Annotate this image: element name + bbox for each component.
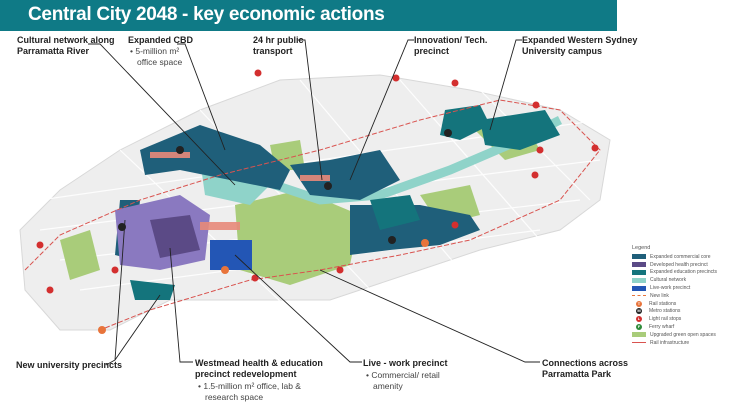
legend-swatch bbox=[632, 332, 646, 338]
callout-parramatta-park: Connections across Parramatta Park bbox=[542, 358, 628, 380]
callout-title: Innovation/ Tech. bbox=[414, 35, 488, 45]
callout-title: New university precincts bbox=[16, 360, 123, 370]
callout-title: Westmead health & education bbox=[195, 358, 323, 368]
legend-swatch bbox=[632, 254, 646, 260]
legend-item: T Rail stations bbox=[632, 300, 752, 308]
legend-label: Cultural network bbox=[650, 277, 687, 284]
legend-label: Expanded education precincts bbox=[650, 269, 717, 276]
legend-swatch bbox=[632, 277, 646, 283]
legend-label: Light rail stops bbox=[649, 316, 682, 323]
callout-westmead-detail: • 1.5-million m² office, lab & research … bbox=[198, 381, 301, 402]
legend-label: Ferry wharf bbox=[649, 324, 675, 331]
callout-bullet: research space bbox=[205, 391, 264, 402]
callout-title: University campus bbox=[522, 46, 603, 56]
legend-item: Expanded commercial core bbox=[632, 253, 752, 261]
station-icon: M bbox=[636, 308, 642, 315]
callout-title: 24 hr public bbox=[253, 35, 304, 45]
legend-label: Expanded commercial core bbox=[650, 253, 711, 260]
legend-label: New link bbox=[650, 292, 669, 299]
legend-swatch bbox=[632, 285, 646, 291]
legend-item: M Metro stations bbox=[632, 308, 752, 316]
legend-swatch bbox=[632, 269, 646, 275]
title-bar: Central City 2048 - key economic actions bbox=[0, 0, 617, 31]
station-markers bbox=[36, 69, 599, 334]
callout-live-work: Live - work precinct bbox=[363, 358, 448, 369]
legend-item: Rail infrastructure bbox=[632, 339, 752, 347]
legend-item: Live-work precinct bbox=[632, 284, 752, 292]
callout-new-university: New university precincts bbox=[16, 360, 122, 371]
legend-label: Upgraded green open spaces bbox=[650, 331, 716, 338]
education-precincts bbox=[130, 105, 560, 300]
new-link-line bbox=[632, 295, 646, 297]
legend-label: Rail infrastructure bbox=[650, 339, 690, 346]
legend-item: F Ferry wharf bbox=[632, 323, 752, 331]
callout-bullet: • Commercial/ retail bbox=[366, 370, 440, 380]
callout-title: Live - work precinct bbox=[363, 358, 448, 368]
legend-label: Live-work precinct bbox=[650, 285, 691, 292]
callout-title: Expanded CBD bbox=[128, 35, 194, 45]
callout-title: transport bbox=[253, 46, 293, 56]
callout-title: Cultural network along bbox=[17, 35, 115, 45]
callout-cultural-network: Cultural network along Parramatta River bbox=[17, 35, 115, 57]
legend-item: New link bbox=[632, 292, 752, 300]
callout-bullet: • 1.5-million m² office, lab & bbox=[198, 381, 301, 391]
callout-title: Parramatta River bbox=[17, 46, 90, 56]
legend-item: Developed health precinct bbox=[632, 261, 752, 269]
callout-bullet: office space bbox=[137, 56, 183, 67]
callout-cbd-detail: • 5-million m² office space bbox=[130, 46, 182, 67]
live-work-precinct bbox=[210, 240, 252, 270]
legend-swatch bbox=[632, 262, 646, 268]
legend-item: L Light rail stops bbox=[632, 315, 752, 323]
callout-wsu-campus: Expanded Western Sydney University campu… bbox=[522, 35, 637, 57]
callout-title: precinct redevelopment bbox=[195, 369, 297, 379]
legend-title: Legend bbox=[632, 245, 651, 251]
legend-item: Expanded education precincts bbox=[632, 269, 752, 277]
legend-label: Metro stations bbox=[649, 308, 681, 315]
callout-lines bbox=[88, 39, 540, 366]
station-icon: L bbox=[636, 316, 642, 323]
callout-title: Connections across bbox=[542, 358, 629, 368]
callout-bullet: • 5-million m² bbox=[130, 46, 180, 56]
callout-westmead: Westmead health & education precinct red… bbox=[195, 358, 323, 380]
callout-bullet: amenity bbox=[373, 380, 403, 391]
station-icon: F bbox=[636, 324, 642, 331]
legend-label: Developed health precinct bbox=[650, 261, 708, 268]
legend: Legend Expanded commercial core Developed… bbox=[632, 245, 752, 347]
rail-line bbox=[632, 342, 646, 344]
station-icon: T bbox=[636, 300, 642, 307]
callout-title: Parramatta Park bbox=[542, 369, 612, 379]
legend-item: Upgraded green open spaces bbox=[632, 331, 752, 339]
legend-item: Cultural network bbox=[632, 276, 752, 284]
callout-title: precinct bbox=[414, 46, 450, 56]
callout-expanded-cbd: Expanded CBD bbox=[128, 35, 193, 46]
page-title: Central City 2048 - key economic actions bbox=[28, 4, 385, 25]
legend-label: Rail stations bbox=[649, 300, 677, 307]
callout-title: Expanded Western Sydney bbox=[522, 35, 638, 45]
callout-24hr-transport: 24 hr public transport bbox=[253, 35, 304, 57]
rail-infrastructure bbox=[24, 99, 601, 331]
callout-live-work-detail: • Commercial/ retail amenity bbox=[366, 370, 440, 391]
callout-innovation-precinct: Innovation/ Tech. precinct bbox=[414, 35, 487, 57]
